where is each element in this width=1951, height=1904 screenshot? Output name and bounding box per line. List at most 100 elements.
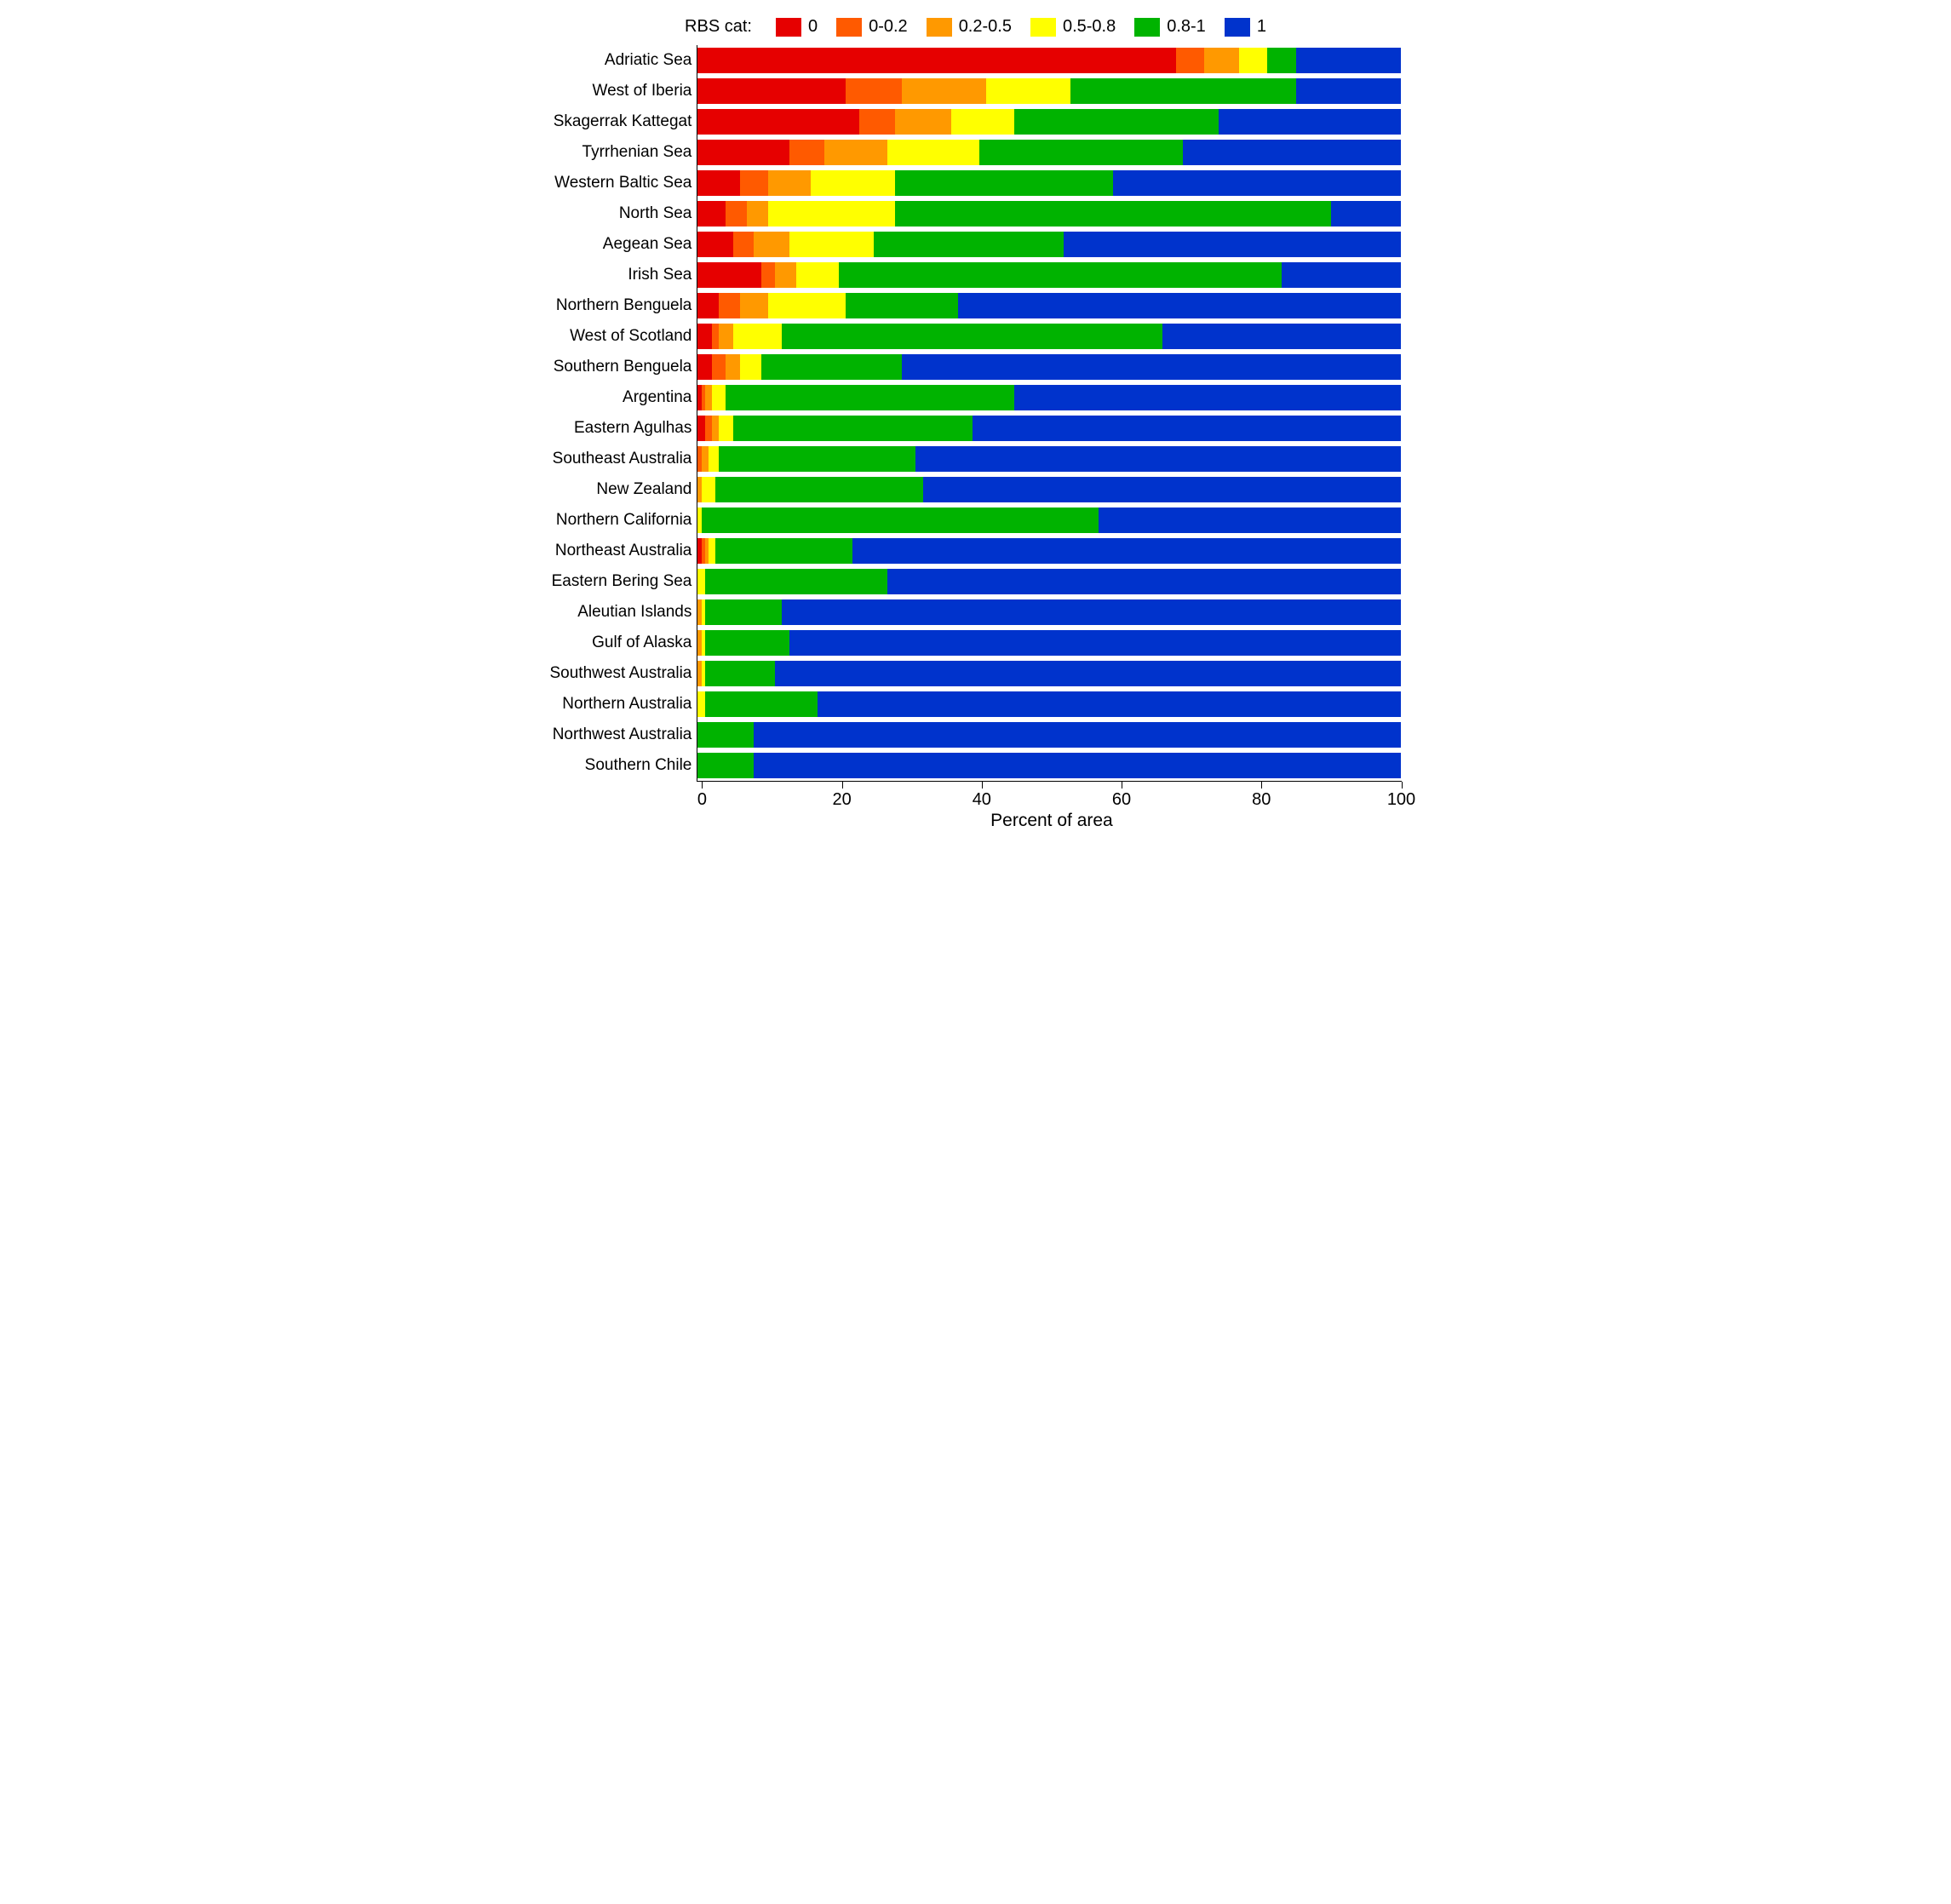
legend-label: 0.5-0.8 [1063, 17, 1116, 37]
stacked-bar [697, 324, 1401, 349]
legend-swatch [1225, 18, 1250, 37]
plot-area: Adriatic SeaWest of IberiaSkagerrak Katt… [550, 45, 1402, 782]
bar-segment [818, 691, 1402, 717]
bar-segment [697, 170, 740, 196]
y-label: Northern Benguela [556, 290, 692, 321]
bar-row [697, 106, 1401, 137]
bar-segment [1267, 48, 1295, 73]
bar-segment [895, 109, 951, 135]
bar-segment [1282, 262, 1401, 288]
stacked-bar [697, 446, 1401, 472]
legend-swatch [1030, 18, 1056, 37]
bar-segment [697, 201, 726, 227]
bar-segment [705, 630, 789, 656]
bar-segment [761, 354, 902, 380]
bar-row [697, 229, 1401, 260]
x-tick-label: 0 [697, 790, 707, 810]
stacked-bar [697, 262, 1401, 288]
y-label: Tyrrhenian Sea [582, 137, 692, 168]
stacked-bar [697, 416, 1401, 441]
bar-segment [719, 416, 733, 441]
bar-segment [747, 201, 768, 227]
rbs-stacked-bar-chart: RBS cat: 00-0.20.2-0.50.5-0.80.8-11 Adri… [550, 17, 1402, 824]
bar-row [697, 689, 1401, 720]
stacked-bar [697, 48, 1401, 73]
x-axis-label: Percent of area [702, 811, 1401, 831]
y-axis-labels: Adriatic SeaWest of IberiaSkagerrak Katt… [550, 45, 697, 782]
bar-segment [697, 140, 789, 165]
bar-segment [712, 354, 726, 380]
bar-segment [697, 569, 704, 594]
bar-segment [768, 170, 811, 196]
stacked-bar [697, 385, 1401, 410]
bar-segment [733, 232, 755, 257]
y-label: New Zealand [596, 474, 691, 505]
x-tick [982, 782, 983, 789]
y-label: Northeast Australia [555, 536, 692, 566]
bar-segment [712, 416, 719, 441]
bar-segment [895, 170, 1113, 196]
bar-segment [846, 78, 902, 104]
xaxis-spacer [550, 782, 703, 824]
x-tick [702, 782, 703, 789]
y-label: Southwest Australia [550, 658, 692, 689]
bar-segment [705, 416, 712, 441]
bar-row [697, 658, 1401, 689]
bar-segment [712, 385, 726, 410]
stacked-bar [697, 354, 1401, 380]
bar-segment [1070, 78, 1295, 104]
y-label: Gulf of Alaska [592, 628, 691, 658]
bar-segment [1239, 48, 1267, 73]
bar-segment [702, 477, 716, 502]
bar-segment [1064, 232, 1402, 257]
bar-segment [705, 599, 783, 625]
bar-segment [697, 262, 760, 288]
bar-segment [761, 262, 776, 288]
bar-row [697, 260, 1401, 290]
legend-label: 0.2-0.5 [959, 17, 1012, 37]
bar-segment [1331, 201, 1402, 227]
y-label: Aleutian Islands [577, 597, 691, 628]
bar-row [697, 198, 1401, 229]
bar-segment [796, 262, 839, 288]
x-tick-label: 20 [832, 790, 851, 810]
bar-segment [895, 201, 1331, 227]
bar-segment [697, 48, 1176, 73]
bar-row [697, 137, 1401, 168]
bar-segment [846, 293, 958, 318]
bar-row [697, 352, 1401, 382]
bar-segment [768, 201, 895, 227]
stacked-bar [697, 78, 1401, 104]
bar-segment [789, 630, 1402, 656]
stacked-bar [697, 661, 1401, 686]
legend-swatch [927, 18, 952, 37]
y-label: Aegean Sea [603, 229, 692, 260]
y-label: Northern California [556, 505, 691, 536]
bar-segment [697, 691, 704, 717]
bar-segment [697, 722, 754, 748]
bar-segment [702, 508, 1099, 533]
bar-segment [852, 538, 1401, 564]
y-label: West of Scotland [570, 321, 691, 352]
bar-segment [740, 170, 768, 196]
y-label: Irish Sea [628, 260, 691, 290]
bar-row [697, 45, 1401, 76]
legend-item: 0 [776, 17, 818, 37]
bar-segment [719, 446, 915, 472]
bar-segment [775, 661, 1401, 686]
bar-segment [1099, 508, 1401, 533]
x-tick-label: 100 [1387, 790, 1415, 810]
bar-row [697, 168, 1401, 198]
bar-segment [715, 538, 852, 564]
bar-segment [768, 293, 846, 318]
bar-segment [824, 140, 887, 165]
legend-item: 0-0.2 [836, 17, 908, 37]
legend-item: 1 [1225, 17, 1266, 37]
bar-segment [697, 109, 859, 135]
bar-row [697, 628, 1401, 658]
bar-segment [754, 753, 1401, 778]
y-label: Eastern Bering Sea [552, 566, 692, 597]
stacked-bar [697, 293, 1401, 318]
bar-segment [697, 293, 719, 318]
bar-segment [789, 232, 874, 257]
